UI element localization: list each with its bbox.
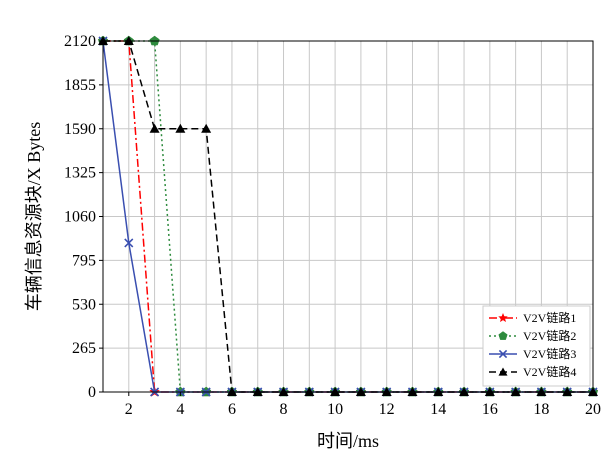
x-tick-label: 18 [533, 401, 549, 418]
x-tick-label: 8 [280, 401, 288, 418]
legend-item: V2V链路1 [489, 310, 576, 325]
legend-item: V2V链路2 [489, 328, 576, 343]
y-axis-title: 车辆信息资源块/X Bytes [24, 122, 44, 312]
data-point [201, 123, 212, 133]
legend-label: V2V链路2 [523, 328, 576, 343]
y-tick-label: 2120 [64, 33, 96, 50]
series-line [103, 40, 593, 393]
y-tick-label: 1060 [64, 209, 96, 226]
legend-label: V2V链路4 [523, 364, 576, 379]
x-axis-title: 时间/ms [317, 431, 379, 451]
x-tick-label: 12 [379, 401, 395, 418]
y-tick-label: 265 [72, 340, 96, 357]
legend-item: V2V链路3 [489, 346, 576, 361]
y-tick-label: 795 [72, 252, 96, 269]
x-tick-label: 20 [585, 401, 601, 418]
x-tick-label: 10 [327, 401, 343, 418]
legend-label: V2V链路3 [523, 346, 576, 361]
y-tick-label: 0 [88, 384, 96, 401]
y-tick-label: 1590 [64, 121, 96, 138]
data-point [124, 238, 134, 248]
x-tick-label: 16 [482, 401, 498, 418]
legend-marker [498, 331, 508, 340]
legend-item: V2V链路4 [489, 364, 576, 379]
legend-marker [498, 349, 508, 359]
data-point [149, 123, 160, 133]
legend-label: V2V链路1 [523, 310, 576, 325]
legend-marker [498, 312, 508, 323]
legend: V2V链路1 V2V链路2 V2V链路3 V2V链路4 [482, 305, 591, 387]
tick-labels: 2 4 6 8 10 12 14 16 18 20 0 265 530 795 1060 1325 1590 18… [64, 33, 601, 418]
y-tick-label: 1325 [64, 165, 96, 182]
x-tick-label: 2 [125, 401, 133, 418]
legend-marker [498, 367, 508, 376]
x-tick-label: 6 [228, 401, 236, 418]
data-point [175, 123, 186, 133]
y-tick-label: 1855 [64, 77, 96, 94]
x-tick-label: 14 [430, 401, 446, 418]
y-tick-label: 530 [72, 296, 96, 313]
x-tick-label: 4 [176, 401, 184, 418]
